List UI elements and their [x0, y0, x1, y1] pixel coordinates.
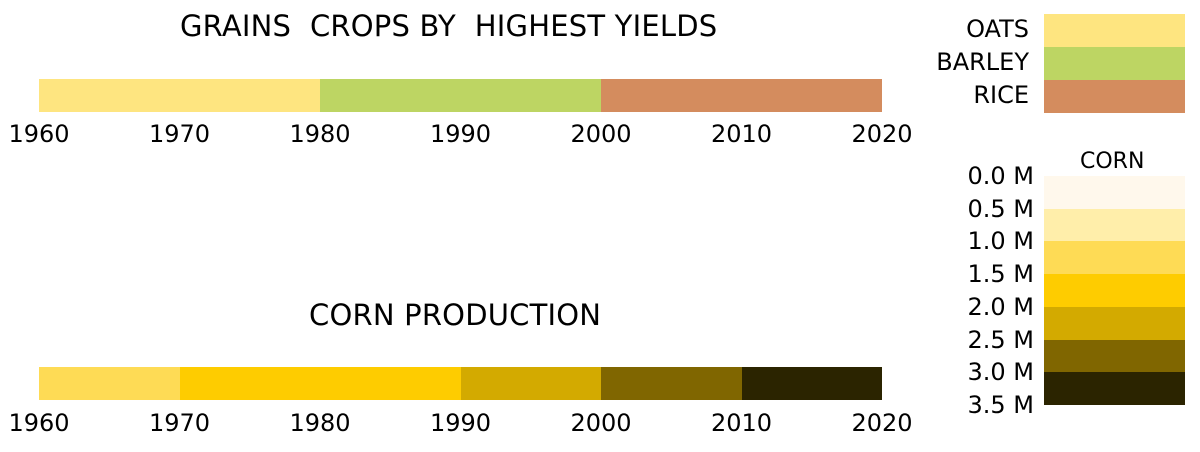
legend-label-oats: OATS	[966, 15, 1029, 43]
corn-legend-bin-0	[1044, 176, 1185, 209]
grains-segment-2000-2010	[601, 79, 742, 112]
grains-strip	[39, 79, 882, 112]
legend-swatch-barley	[1044, 47, 1185, 80]
corn-legend-bin-6	[1044, 372, 1185, 406]
corn-legend-label: 1.5 M	[967, 260, 1034, 289]
chart-title-corn: CORN PRODUCTION	[309, 298, 602, 332]
corn-legend-label: 3.0 M	[967, 358, 1034, 387]
grains-tick-label: 2020	[851, 120, 913, 148]
corn-tick-label: 1980	[289, 409, 351, 437]
corn-legend-label: 2.0 M	[967, 292, 1034, 321]
grains-tick-label: 1960	[8, 120, 70, 148]
corn-tick-label: 1990	[429, 409, 492, 437]
corn-tick-label: 2020	[851, 409, 913, 437]
grains-segment-1990-2000	[460, 79, 601, 112]
corn-segment-2010-2020	[741, 367, 882, 400]
corn-legend-title: CORN	[1080, 149, 1145, 174]
corn-segment-1990-2000	[460, 367, 601, 400]
grains-segment-2010-2020	[741, 79, 882, 112]
corn-legend-bin-2	[1044, 241, 1185, 275]
corn-legend-label: 3.5 M	[967, 390, 1034, 419]
corn-legend-bin-1	[1044, 208, 1185, 242]
corn-segment-1980-1990	[320, 367, 461, 400]
legend-label-barley: BARLEY	[936, 48, 1029, 76]
grains-tick-label: 2010	[710, 120, 773, 148]
corn-legend-bin-4	[1044, 306, 1185, 340]
legend-label-rice: RICE	[973, 81, 1029, 109]
grains-tick-label: 1970	[148, 120, 211, 148]
corn-segment-2000-2010	[601, 367, 742, 400]
corn-legend-bin-5	[1044, 339, 1185, 373]
grains-tick-label: 2000	[570, 120, 632, 148]
corn-legend-bin-3	[1044, 274, 1185, 308]
corn-tick-label: 2000	[570, 409, 632, 437]
corn-tick-label: 1960	[8, 409, 70, 437]
corn-tick-label: 2010	[710, 409, 773, 437]
corn-legend-label: 0.5 M	[967, 194, 1034, 223]
corn-legend-label: 1.0 M	[967, 227, 1034, 256]
corn-tick-label: 1970	[148, 409, 211, 437]
grains-segment-1970-1980	[179, 79, 320, 112]
chart-title-grains: GRAINS CROPS BY HIGHEST YIELDS	[180, 9, 718, 43]
corn-legend-label: 0.0 M	[967, 162, 1034, 190]
legend-swatch-oats	[1044, 14, 1185, 47]
grains-segment-1960-1970	[39, 79, 180, 112]
grains-tick-label: 1990	[429, 120, 492, 148]
grains-tick-label: 1980	[289, 120, 351, 148]
corn-strip	[39, 367, 882, 400]
legend-swatch-rice	[1044, 80, 1185, 113]
corn-legend-label: 2.5 M	[967, 325, 1034, 354]
corn-segment-1960-1970	[39, 367, 180, 400]
corn-segment-1970-1980	[179, 367, 320, 400]
grains-segment-1980-1990	[320, 79, 461, 112]
